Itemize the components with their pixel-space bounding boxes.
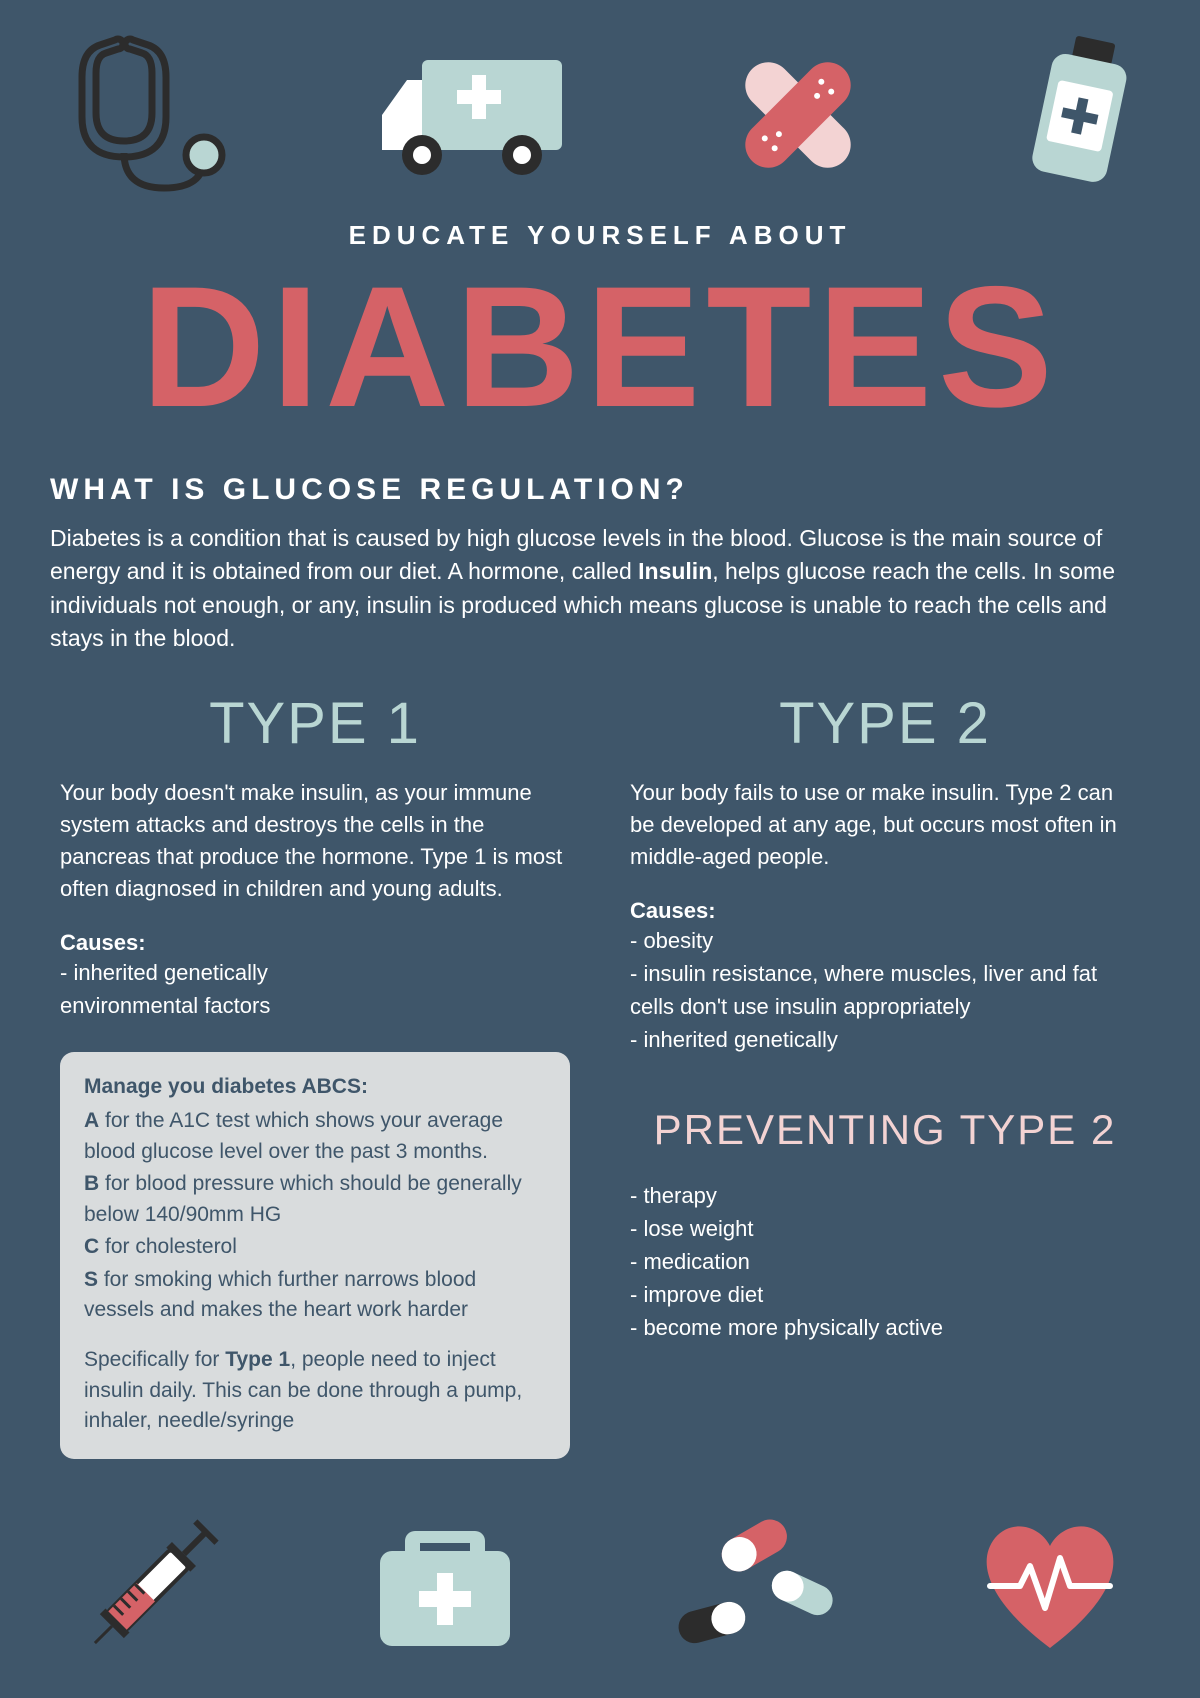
glucose-intro: Diabetes is a condition that is caused b… xyxy=(50,522,1150,655)
two-column-layout: TYPE 1 Your body doesn't make insulin, a… xyxy=(60,690,1140,1458)
bottom-icon-row xyxy=(0,1478,1200,1698)
abcs-c: C for cholesterol xyxy=(84,1232,546,1262)
bandage-icon xyxy=(713,30,883,200)
glucose-heading: WHAT IS GLUCOSE REGULATION? xyxy=(50,473,1150,507)
prevent-heading: PREVENTING TYPE 2 xyxy=(630,1106,1140,1154)
first-aid-kit-icon xyxy=(360,1503,530,1663)
heart-pulse-icon xyxy=(970,1508,1130,1658)
stethoscope-icon xyxy=(60,30,230,200)
pills-icon xyxy=(650,1503,850,1663)
abcs-b: B for blood pressure which should be gen… xyxy=(84,1169,546,1230)
type2-body: Your body fails to use or make insulin. … xyxy=(630,777,1140,873)
type2-heading: TYPE 2 xyxy=(630,690,1140,757)
type1-body: Your body doesn't make insulin, as your … xyxy=(60,777,570,905)
type2-causes: - obesity - insulin resistance, where mu… xyxy=(630,924,1140,1056)
medicine-bottle-icon xyxy=(1020,30,1140,200)
type1-causes-label: Causes: xyxy=(60,930,570,956)
column-type1: TYPE 1 Your body doesn't make insulin, a… xyxy=(60,690,570,1458)
abcs-s: S for smoking which further narrows bloo… xyxy=(84,1265,546,1326)
abcs-footnote: Specifically for Type 1, people need to … xyxy=(84,1345,546,1436)
syringe-icon xyxy=(70,1498,240,1668)
top-icon-row xyxy=(0,0,1200,210)
intro-bold: Insulin xyxy=(638,558,712,584)
type1-heading: TYPE 1 xyxy=(60,690,570,757)
abcs-box: Manage you diabetes ABCS: A for the A1C … xyxy=(60,1052,570,1459)
abcs-title: Manage you diabetes ABCS: xyxy=(84,1072,546,1102)
type2-causes-label: Causes: xyxy=(630,898,1140,924)
type1-causes: - inherited genetically environmental fa… xyxy=(60,956,570,1022)
subtitle: EDUCATE YOURSELF ABOUT xyxy=(0,220,1200,251)
main-title: DIABETES xyxy=(0,261,1200,433)
column-type2: TYPE 2 Your body fails to use or make in… xyxy=(630,690,1140,1458)
prevent-list: - therapy - lose weight - medication - i… xyxy=(630,1179,1140,1344)
abcs-a: A for the A1C test which shows your aver… xyxy=(84,1106,546,1167)
ambulance-icon xyxy=(367,40,577,190)
